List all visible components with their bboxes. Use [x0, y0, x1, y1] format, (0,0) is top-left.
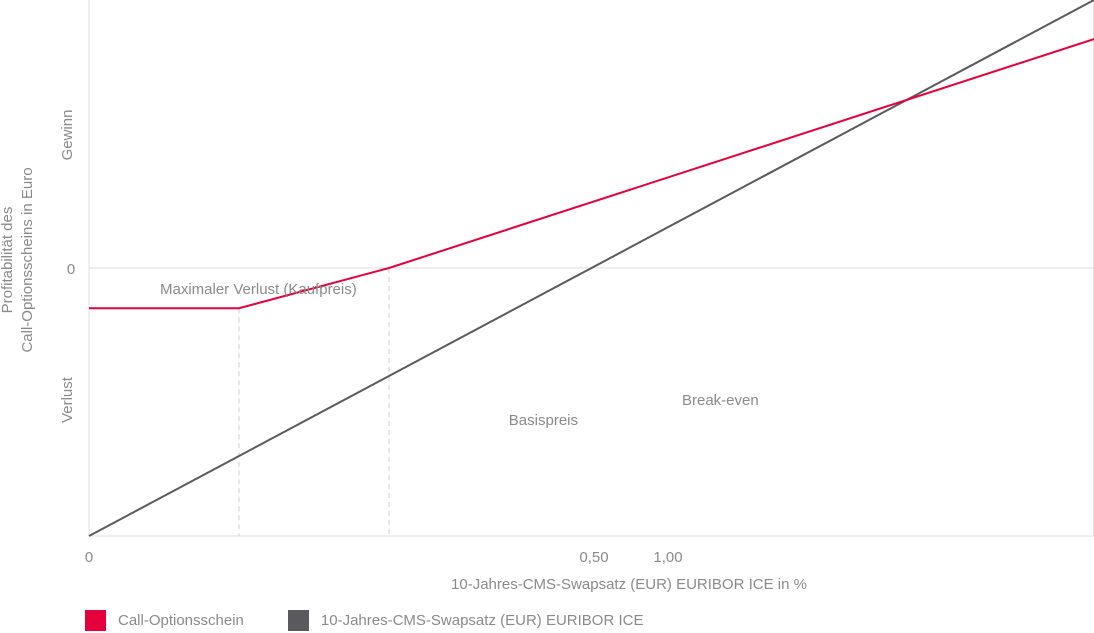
legend-label-call: Call-Optionsschein [118, 612, 244, 629]
y-tick-zero: 0 [67, 261, 75, 278]
legend-swatch-call [85, 610, 106, 631]
series-line-swap [88, 0, 1094, 537]
y-axis-label-line-1: Profitabilität des [0, 207, 16, 314]
x-tick-0-50: 0,50 [579, 549, 608, 566]
y-region-gain-label: Gewinn [59, 110, 76, 161]
x-tick-1-00: 1,00 [653, 549, 682, 566]
break-even-annotation: Break-even [682, 392, 759, 409]
chart-labels: Profitabilität des Call-Optionsscheins i… [0, 110, 807, 593]
legend-item-call: Call-Optionsschein [85, 610, 244, 631]
legend: Call-Optionsschein 10-Jahres-CMS-Swapsat… [85, 610, 687, 631]
y-region-loss-label: Verlust [59, 376, 76, 423]
x-tick-0: 0 [85, 549, 93, 566]
legend-label-swap: 10-Jahres-CMS-Swapsatz (EUR) EURIBOR ICE [320, 612, 644, 629]
series-lines [88, 0, 1094, 537]
series-line-call [89, 38, 1094, 310]
strike-annotation: Basispreis [509, 412, 578, 429]
max-loss-annotation: Maximaler Verlust (Kaufpreis) [160, 281, 357, 298]
x-axis-label: 10-Jahres-CMS-Swapsatz (EUR) EURIBOR ICE… [451, 576, 807, 593]
y-axis-label-line-2: Call-Optionsscheins in Euro [19, 167, 36, 352]
legend-item-swap: 10-Jahres-CMS-Swapsatz (EUR) EURIBOR ICE [287, 610, 644, 631]
legend-swatch-swap [287, 610, 309, 631]
